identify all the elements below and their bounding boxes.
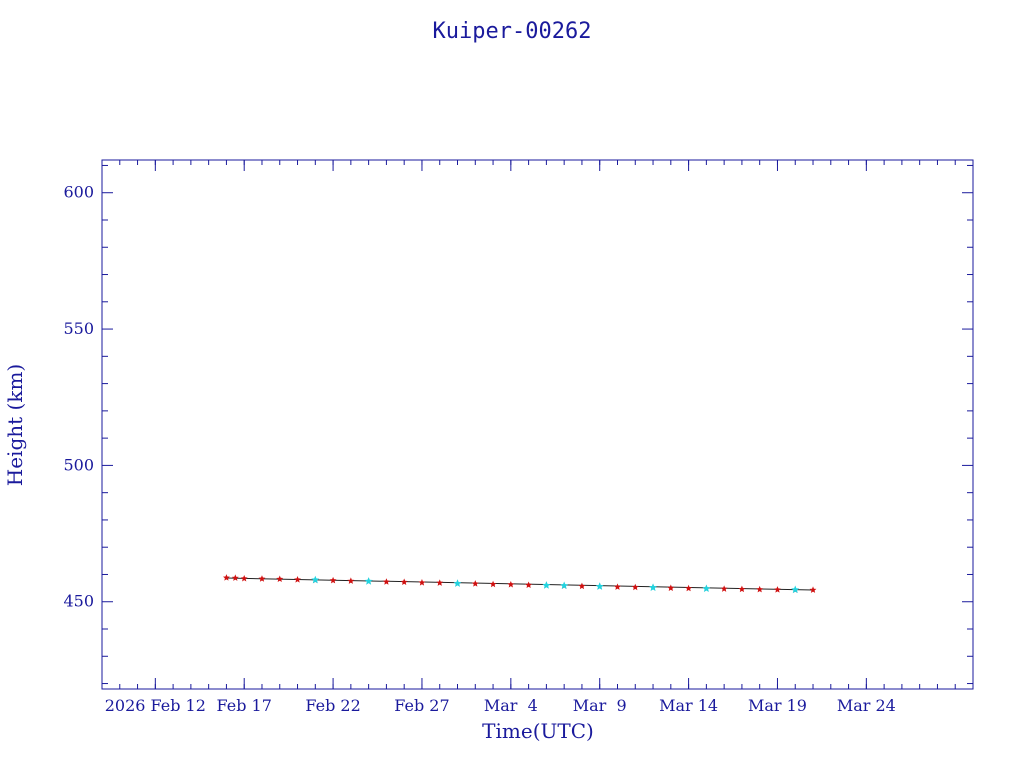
trend-line	[226, 577, 814, 591]
data-point-red	[347, 577, 355, 584]
y-tick-label: 500	[63, 455, 94, 474]
x-tick-label: Mar 4	[484, 696, 538, 715]
x-tick-label: Mar 14	[659, 696, 718, 715]
data-point-cyan	[791, 585, 800, 594]
data-point-cyan	[311, 575, 320, 584]
y-axis-label: Height (km)	[3, 364, 27, 486]
data-point-red	[382, 578, 390, 585]
data-point-red	[400, 578, 408, 586]
y-tick-label: 550	[63, 319, 94, 338]
plot-area	[223, 574, 817, 594]
data-point-cyan	[649, 583, 658, 591]
data-point-red	[667, 584, 675, 592]
data-point-cyan	[542, 581, 551, 589]
x-tick-label: 2026 Feb 12	[105, 696, 206, 715]
x-axis: 2026 Feb 12 Feb 17 Feb 22 Feb 27 Mar 4 Mar 9 M…	[105, 160, 956, 715]
data-point-red	[276, 575, 284, 583]
data-point-cyan	[560, 581, 569, 590]
data-point-red	[756, 585, 764, 593]
chart-title: Kuiper-00262	[433, 19, 592, 44]
data-point-cyan	[702, 584, 711, 593]
data-point-red	[329, 576, 337, 584]
data-point-red	[258, 575, 266, 582]
y-tick-label: 600	[63, 183, 94, 202]
data-point-red	[738, 585, 746, 593]
data-point-red	[525, 581, 533, 589]
x-tick-label: Mar 19	[748, 696, 807, 715]
data-point-red	[614, 583, 621, 590]
data-point-red	[436, 579, 444, 586]
data-point-cyan	[453, 579, 462, 587]
data-point-cyan	[595, 582, 604, 590]
x-tick-label: Feb 27	[394, 696, 449, 715]
data-point-red	[471, 580, 479, 587]
x-axis-label: Time(UTC)	[482, 719, 594, 743]
data-point-red	[720, 585, 728, 592]
x-tick-label: Feb 22	[305, 696, 360, 715]
data-point-red	[240, 574, 248, 582]
data-point-cyan	[364, 577, 373, 585]
x-tick-label: Mar 9	[573, 696, 627, 715]
data-point-red	[507, 580, 515, 588]
data-point-red	[294, 576, 301, 583]
plot-frame	[101, 159, 974, 690]
data-point-red	[489, 580, 497, 588]
data-point-red	[809, 586, 817, 593]
data-point-red	[418, 579, 426, 586]
data-point-red	[223, 574, 230, 581]
data-point-red	[774, 586, 781, 593]
x-tick-label: Feb 17	[217, 696, 272, 715]
data-point-red	[685, 584, 693, 592]
data-point-red	[631, 583, 639, 591]
data-point-red	[231, 574, 239, 581]
y-axis: 450 500 550 600	[63, 164, 973, 685]
data-point-red	[578, 582, 586, 590]
y-tick-label: 450	[63, 592, 94, 611]
x-tick-label: Mar 24	[837, 696, 896, 715]
